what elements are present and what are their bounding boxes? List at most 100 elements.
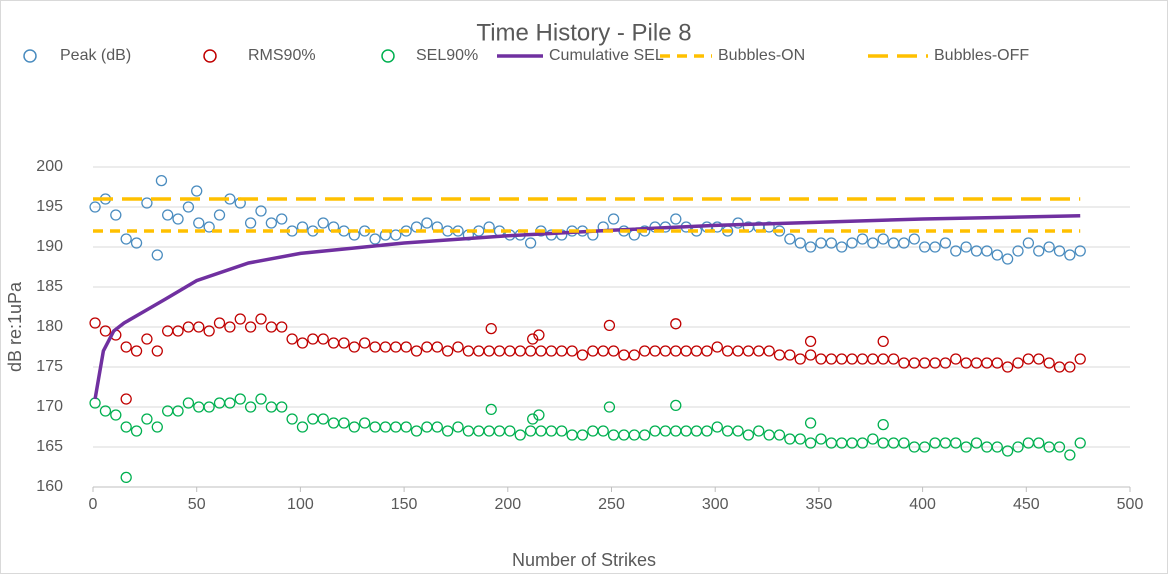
point bbox=[603, 401, 616, 413]
point bbox=[141, 333, 153, 345]
point bbox=[369, 233, 381, 245]
point bbox=[1064, 449, 1076, 461]
point bbox=[151, 345, 163, 357]
point bbox=[939, 237, 952, 249]
point bbox=[286, 413, 298, 425]
point bbox=[276, 213, 288, 225]
point bbox=[607, 213, 620, 225]
point bbox=[130, 425, 143, 437]
point bbox=[670, 213, 682, 225]
point bbox=[224, 397, 236, 409]
point bbox=[1064, 361, 1076, 373]
point bbox=[390, 229, 402, 241]
point bbox=[533, 409, 545, 421]
point bbox=[120, 471, 132, 484]
point bbox=[1001, 361, 1014, 373]
x-tick-label: 500 bbox=[1117, 496, 1144, 513]
point bbox=[485, 403, 497, 416]
y-tick-label: 165 bbox=[36, 438, 63, 455]
point bbox=[784, 233, 796, 245]
point bbox=[276, 401, 288, 413]
point bbox=[213, 317, 226, 329]
point bbox=[213, 209, 226, 221]
point bbox=[639, 429, 651, 441]
point bbox=[960, 241, 972, 253]
point bbox=[410, 345, 423, 357]
point bbox=[359, 417, 371, 429]
point bbox=[804, 417, 817, 429]
point bbox=[1053, 441, 1066, 453]
point bbox=[130, 237, 143, 249]
point bbox=[99, 405, 112, 417]
point bbox=[981, 245, 993, 257]
point bbox=[110, 409, 122, 421]
y-tick-label: 160 bbox=[36, 478, 63, 495]
legend-label: SEL90% bbox=[416, 47, 478, 64]
point bbox=[110, 209, 122, 221]
legend-marker bbox=[23, 49, 37, 63]
point bbox=[182, 397, 195, 409]
point bbox=[1053, 245, 1066, 257]
point bbox=[193, 321, 205, 333]
point bbox=[172, 405, 184, 417]
point bbox=[1074, 353, 1086, 365]
point bbox=[908, 233, 920, 245]
legend-marker bbox=[381, 49, 395, 63]
point bbox=[203, 401, 215, 413]
point bbox=[296, 337, 309, 349]
point bbox=[867, 433, 879, 445]
y-tick-label: 170 bbox=[36, 398, 63, 415]
point bbox=[970, 437, 983, 449]
point bbox=[1043, 241, 1055, 253]
point bbox=[991, 357, 1003, 369]
point bbox=[234, 393, 246, 405]
point bbox=[244, 217, 257, 229]
point bbox=[877, 233, 889, 245]
point bbox=[317, 217, 329, 229]
point bbox=[255, 393, 267, 405]
point bbox=[603, 319, 616, 332]
point bbox=[317, 333, 329, 345]
point bbox=[265, 217, 278, 229]
point bbox=[89, 317, 101, 329]
point bbox=[950, 353, 962, 365]
point bbox=[244, 321, 257, 333]
point bbox=[527, 333, 539, 345]
point bbox=[524, 237, 537, 249]
point bbox=[120, 341, 132, 353]
point bbox=[452, 421, 464, 433]
point bbox=[929, 241, 941, 253]
point bbox=[203, 325, 215, 337]
point bbox=[607, 345, 620, 357]
point bbox=[711, 421, 723, 433]
point bbox=[804, 349, 817, 361]
point bbox=[504, 425, 516, 437]
point bbox=[856, 233, 869, 245]
point bbox=[431, 341, 443, 353]
point bbox=[877, 335, 889, 348]
point bbox=[1064, 249, 1076, 261]
point bbox=[485, 322, 497, 335]
x-tick-label: 50 bbox=[188, 496, 206, 513]
point bbox=[784, 349, 796, 361]
point bbox=[348, 341, 360, 353]
point bbox=[939, 357, 952, 369]
point bbox=[1033, 353, 1045, 365]
point bbox=[597, 425, 609, 437]
point bbox=[867, 237, 879, 249]
point bbox=[701, 345, 713, 357]
point bbox=[99, 325, 112, 337]
point bbox=[887, 353, 900, 365]
point bbox=[255, 313, 267, 325]
point bbox=[172, 213, 184, 225]
point bbox=[193, 217, 205, 229]
point bbox=[514, 429, 526, 441]
point bbox=[846, 237, 858, 249]
legend-label: Cumulative SEL bbox=[549, 47, 664, 64]
point bbox=[120, 393, 132, 405]
point bbox=[1033, 437, 1045, 449]
chart-title: Time History - Pile 8 bbox=[476, 19, 691, 46]
point bbox=[452, 341, 464, 353]
point bbox=[576, 349, 589, 361]
point bbox=[815, 433, 827, 445]
